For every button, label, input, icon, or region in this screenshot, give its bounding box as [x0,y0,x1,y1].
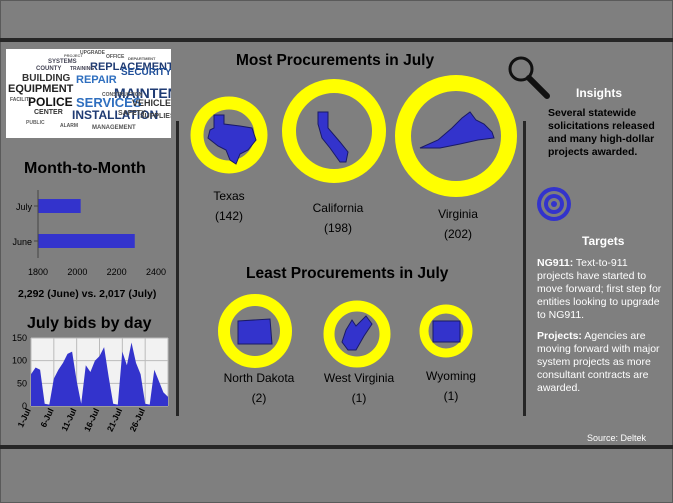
word-cloud-word: MANAGEMENT [92,125,136,131]
wyoming-count: (1) [443,389,459,403]
word-cloud-word: VEHICLE [132,98,171,108]
word-cloud-word: SERVICES [76,95,142,110]
month-to-month-title: Month-to-Month [24,160,146,177]
west-virginia-shape [341,315,373,351]
word-cloud-word: OFFICE [106,54,125,60]
source-note: Source: Deltek [587,433,647,443]
magnifier-icon [508,56,550,99]
virginia-count: (202) [443,227,472,241]
ng911-paragraph: NG911: Text-to-911 projects have started… [537,257,665,322]
bar-june [38,234,135,248]
most-title: Most Procurements in July [236,52,435,69]
california-count: (198) [323,221,352,235]
bar-category-label: July [16,202,33,212]
least-title: Least Procurements in July [246,265,449,282]
word-cloud-word: PUBLIC [26,120,45,126]
virginia-shape [419,111,495,149]
area-y-tick-label: 50 [17,378,27,388]
north-dakota-label: North Dakota (2) [204,368,314,408]
word-cloud-word: COUNTY [36,66,62,72]
insights-text: Several statewide solicitations released… [548,107,655,158]
word-cloud-word: DEPARTMENT [128,56,156,61]
targets-title: Targets [582,234,625,248]
area-y-tick-label: 150 [12,333,27,343]
word-cloud-word: CONSTRUCTION [102,92,143,98]
insights-title: Insights [576,86,623,100]
top-divider [0,38,673,42]
bar-x-tick-label: 2200 [107,267,127,277]
word-cloud-word: PROJECT [64,53,83,58]
month-to-month-chart: July June 1800 2000 2200 2400 [12,190,166,277]
california-ring [282,79,386,183]
west-virginia-count: (1) [351,391,367,405]
projects-paragraph: Projects: Agencies are moving forward wi… [537,330,665,395]
area-y-tick-label: 100 [12,356,27,366]
right-column-divider [523,121,526,416]
word-cloud-word: EQUIPMENT [8,83,74,95]
california-label: California (198) [283,198,393,238]
wyoming-shape [432,320,461,343]
virginia-ring [395,75,517,197]
california-shape [317,111,349,163]
texas-name: Texas [213,189,245,203]
virginia-label: Virginia (202) [403,204,513,244]
wyoming-name: Wyoming [426,369,476,383]
bar-x-tick-label: 2000 [67,267,87,277]
bar-july [38,199,81,213]
daily-bids-area [31,342,168,406]
word-cloud-word: REPAIR [76,74,117,86]
texas-ring [190,96,268,174]
west-virginia-ring [323,300,391,368]
texas-shape [207,114,257,165]
wyoming-label: Wyoming (1) [396,366,506,406]
word-cloud-word: MAINTENANCE [114,85,171,101]
word-cloud-word: SAFETY [118,110,146,117]
west-virginia-label: West Virginia (1) [304,368,414,408]
bar-x-tick-label: 1800 [28,267,48,277]
word-cloud-word: SYSTEMS [48,59,77,65]
word-cloud-word: SUPPLIES [140,113,171,120]
word-cloud-word: SECURITY [121,67,171,78]
virginia-name: Virginia [438,207,478,221]
bar-category-label: June [12,237,32,247]
word-cloud-word: INSTALLATION [72,108,159,122]
texas-label: Texas (142) [174,186,284,226]
north-dakota-shape [237,318,273,345]
north-dakota-name: North Dakota [223,371,295,385]
word-cloud-word: BUILDING [22,73,71,84]
daily-chart-title: July bids by day [27,315,152,332]
ng911-text: Text-to-911 projects have started to mov… [537,257,662,321]
word-cloud-word: UPGRADE [80,50,106,56]
word-cloud-word: POLICE [28,95,73,109]
word-cloud-word: REPLACEMENT [90,61,171,73]
bar-x-tick-label: 2400 [146,267,166,277]
month-to-month-comparison: 2,292 (June) vs. 2,017 (July) [18,288,157,300]
bottom-divider [0,445,673,449]
word-cloud-word: TRAINING [70,66,95,72]
west-virginia-name: West Virginia [323,371,395,385]
ng911-label: NG911: [537,257,574,269]
word-cloud: UPGRADE OFFICE DEPARTMENT SYSTEMS REPLACEMEN… [6,49,171,138]
projects-label: Projects: [537,330,582,342]
texas-count: (142) [214,209,243,223]
word-cloud-word: ALARM [60,123,79,129]
california-name: California [312,201,364,215]
left-column-divider [176,121,179,416]
word-cloud-word: CENTER [34,109,63,116]
north-dakota-ring [218,294,292,368]
target-icon [537,187,571,221]
north-dakota-count: (2) [251,391,267,405]
projects-text: Agencies are moving forward with major s… [537,330,660,394]
area-y-tick-label: 0 [22,401,27,411]
wyoming-ring [419,304,473,358]
word-cloud-word: FACILITY [10,97,33,103]
